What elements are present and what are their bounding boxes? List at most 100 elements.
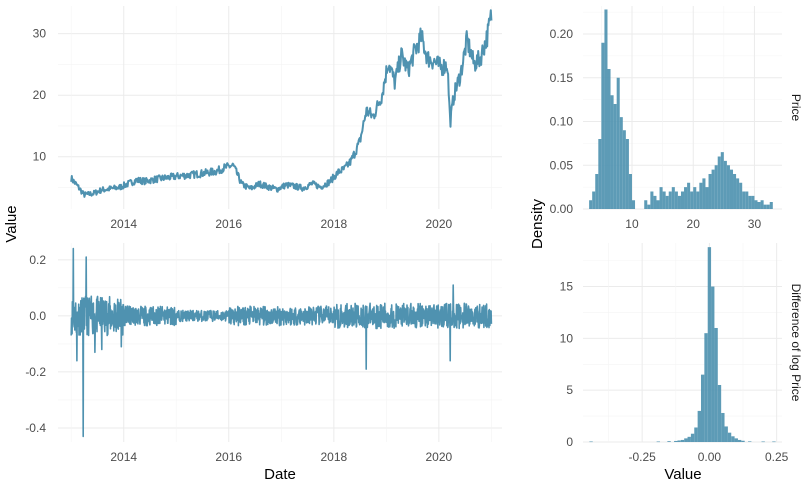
y-tick-label: -0.2 [25,365,46,379]
histogram-bar [610,95,614,209]
histogram-bar [592,191,596,209]
y-tick-label: 30 [33,27,47,41]
x-tick-label: 2016 [215,217,242,231]
logdiff-strip-label: Difference of log Price [789,284,803,402]
histogram-bar [667,441,671,442]
histogram-bar [644,200,648,209]
histogram-bar [745,191,749,209]
histogram-bar [741,440,745,442]
price-timeseries-panel: 2014 2016 2018 2020 10 20 30 [33,6,502,231]
logdiff-histogram-panel: -0.25 0.00 0.25 0 5 10 15 Difference of … [560,243,803,464]
y-tick-label: 0.20 [550,27,574,41]
x-tick-label: 2016 [215,450,242,464]
logdiff-histogram-bars [589,247,776,443]
histogram-bar [761,441,765,443]
histogram-bar [694,427,698,442]
histogram-bar [668,191,672,209]
histogram-bar [680,191,685,209]
x-tick-label: 10 [625,217,639,231]
histogram-bar [696,191,700,209]
histogram-bar [647,204,651,210]
y-tick-label: 0.05 [550,158,574,172]
logdiff-timeseries-grid [58,243,502,442]
histogram-bar [690,433,695,442]
x-tick-label: 30 [748,217,762,231]
x-tick-label: 20 [687,217,701,231]
histogram-bar [589,200,593,209]
y-tick-label: 0.2 [29,253,46,267]
x-axis-title-date: Date [264,466,296,483]
histogram-bar [653,195,657,210]
histogram-bar [707,247,712,442]
logdiff-timeseries-panel: 2014 2016 2018 2020 0.2 0.0 -0.2 -0.4 [25,243,502,464]
x-tick-label: 2014 [110,450,137,464]
histogram-bar [760,200,764,209]
histogram-bar [693,187,697,210]
histogram-bar [736,178,740,210]
histogram-bar [589,441,593,443]
price-timeseries-y-ticks: 10 20 30 [33,27,47,164]
y-tick-label: -0.4 [25,421,46,435]
logdiff-histogram-x-ticks: -0.25 0.00 0.25 [628,450,788,464]
histogram-bar [705,187,709,210]
histogram-bar [714,327,718,442]
histogram-bar [631,200,636,209]
histogram-bar [734,438,738,442]
price-histogram-panel: 10 20 30 0.00 0.05 0.10 0.15 0.20 Price [550,6,803,231]
histogram-bar [687,182,691,209]
histogram-bar [766,204,770,210]
y-tick-label: 20 [33,88,47,102]
x-tick-label: 2020 [426,450,453,464]
histogram-bar [724,426,728,442]
histogram-bar [680,439,685,442]
histogram-bar [726,165,730,209]
histogram-bar [751,195,755,210]
y-tick-label: 10 [560,331,574,345]
x-axis-title-value: Value [664,466,701,483]
price-histogram-bars [589,9,773,210]
logdiff-histogram-grid [583,243,782,443]
histogram-bar [757,202,761,209]
histogram-bar [704,333,708,442]
histogram-bar [677,440,681,442]
histogram-bar [650,191,654,209]
histogram-bar [731,436,735,442]
histogram-bar [656,200,660,209]
histogram-bar [613,104,617,209]
histogram-bar [717,156,721,209]
x-tick-label: 2018 [321,450,348,464]
histogram-bar [723,160,727,210]
histogram-bar [628,174,632,209]
price-timeseries-line [70,9,493,198]
histogram-bar [733,174,737,209]
histogram-bar [684,438,688,442]
histogram-bar [619,117,623,209]
histogram-bar [671,187,675,210]
histogram-bar [717,384,722,442]
logdiff-timeseries-y-ticks: 0.2 0.0 -0.2 -0.4 [25,253,46,435]
x-tick-label: 2018 [321,217,348,231]
y-axis-title-value: Value [3,205,20,242]
histogram-bar [622,130,626,209]
histogram-bar [595,174,599,209]
histogram-bar [604,9,608,209]
histogram-bar [763,204,767,210]
histogram-bar [662,191,666,209]
price-timeseries-grid [58,6,502,209]
histogram-bar [700,374,705,442]
logdiff-histogram-y-ticks: 0 5 10 15 [560,280,574,449]
histogram-bar [748,441,752,442]
histogram-bar [720,152,724,210]
histogram-bar [769,202,773,209]
histogram-bar [699,182,703,209]
x-tick-label: 0.00 [698,450,722,464]
y-tick-label: 15 [560,280,574,294]
x-tick-label: 0.25 [765,450,789,464]
histogram-bar [598,139,602,209]
histogram-bar [742,191,746,209]
histogram-bar [702,178,706,210]
histogram-bar [607,69,611,209]
price-strip-label: Price [789,94,803,122]
x-tick-label: 2020 [426,217,453,231]
